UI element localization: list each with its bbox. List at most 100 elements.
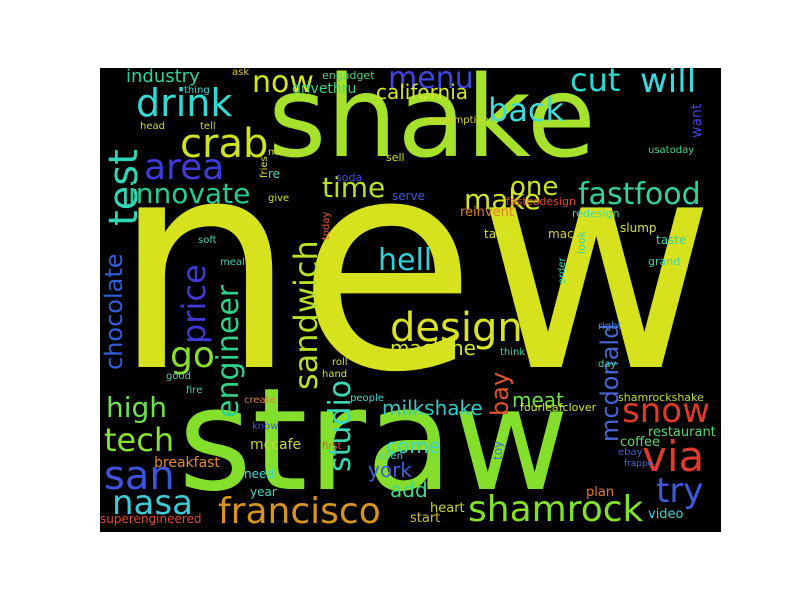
word: people: [350, 393, 384, 404]
word: sell: [386, 151, 405, 164]
word: hell: [378, 243, 433, 278]
word: ebay: [618, 447, 643, 458]
word: cut: [570, 68, 621, 99]
word: will: [640, 68, 697, 101]
word: slump: [620, 221, 657, 235]
word: year: [250, 485, 277, 499]
word: engineer: [211, 284, 246, 418]
word: nasa: [112, 483, 193, 523]
word: frappe: [624, 459, 654, 469]
word: one: [510, 172, 559, 202]
word: milkshake: [382, 396, 483, 420]
word: new: [112, 96, 716, 436]
word: today: [321, 211, 332, 240]
word: design: [390, 305, 523, 351]
word: francisco: [218, 491, 381, 532]
word: good: [166, 371, 191, 382]
word: money: [268, 147, 303, 158]
word: snow: [622, 391, 710, 431]
word: drivethru: [292, 81, 357, 97]
word: superengineered: [100, 512, 202, 526]
word: straw: [178, 358, 570, 523]
word-cloud: new straw shake drink test crab area inn…: [100, 68, 721, 532]
word: taste: [656, 233, 687, 247]
word: coffee: [620, 435, 661, 450]
word: fastfood: [578, 177, 701, 212]
word: re: [268, 167, 281, 181]
word: price: [175, 264, 213, 344]
word: day: [598, 359, 617, 370]
word: san: [104, 453, 175, 499]
word: need: [244, 467, 274, 481]
word: via: [642, 432, 705, 481]
word: try: [656, 471, 704, 511]
word: add: [390, 478, 428, 502]
word: know: [252, 421, 279, 432]
word: tell: [200, 121, 216, 132]
word: shamrockshake: [618, 391, 704, 404]
word: roll: [332, 357, 348, 368]
word: area: [144, 147, 225, 188]
word: drink: [136, 81, 233, 125]
word: give: [268, 193, 290, 204]
word: restaurant: [648, 425, 716, 440]
word: innovate: [128, 177, 251, 210]
word: crab: [180, 121, 269, 167]
word: come: [386, 434, 442, 458]
word: first: [322, 441, 342, 452]
word: industry: [126, 68, 200, 87]
word: right: [598, 321, 622, 332]
word: usatoday: [648, 145, 695, 156]
word: make: [464, 183, 541, 216]
word: consumption: [424, 115, 489, 126]
word: fastcodesign: [506, 195, 576, 208]
word: look: [575, 231, 588, 254]
word: shake: [268, 68, 596, 183]
word: meat: [512, 388, 564, 412]
word: york: [368, 458, 412, 482]
word: california: [376, 80, 469, 104]
word: toy: [491, 440, 505, 460]
word: plan: [586, 485, 615, 500]
word: soda: [336, 171, 363, 184]
word: chocolate: [100, 253, 128, 370]
word: want: [689, 103, 705, 138]
word: grand: [648, 255, 681, 268]
word: fourleafclover: [520, 401, 597, 414]
word: order: [557, 257, 568, 284]
word: soft: [198, 235, 217, 246]
word: serve: [392, 189, 426, 203]
word: think: [500, 347, 526, 358]
word: heart: [430, 501, 465, 516]
word: now: [252, 68, 314, 100]
word: shamrock: [468, 489, 644, 530]
word: take: [484, 227, 510, 241]
word: reinvent: [460, 205, 514, 220]
word: fire: [186, 385, 203, 396]
word: mccafe: [250, 437, 302, 453]
word: back: [488, 91, 565, 129]
word: redesign: [572, 207, 620, 220]
word: engadget: [322, 69, 375, 82]
word: tech: [104, 421, 175, 459]
word: time: [322, 171, 386, 204]
word: mac: [548, 227, 574, 241]
word: ask: [232, 68, 250, 78]
word: video: [648, 507, 684, 522]
word: meal: [220, 257, 245, 268]
word: go: [170, 335, 215, 376]
word: thing: [184, 85, 210, 96]
word: open: [378, 451, 403, 462]
word: breakfast: [154, 455, 220, 471]
word: start: [410, 511, 441, 526]
word: hand: [322, 369, 348, 380]
word: high: [106, 391, 168, 424]
word: create: [244, 395, 276, 406]
word: fries: [259, 156, 270, 178]
word: head: [140, 121, 165, 132]
word: sandwich: [287, 240, 325, 390]
word: mcdonald: [596, 323, 624, 442]
word: bay: [486, 371, 514, 416]
word: menu: [388, 68, 474, 96]
